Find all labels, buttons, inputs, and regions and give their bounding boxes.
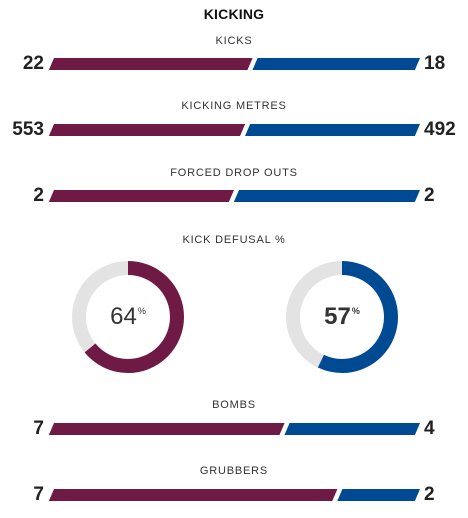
kicks-home-bar	[48, 58, 253, 70]
grubbers-away-bar	[337, 489, 420, 501]
away-defusal-value: 57%	[282, 257, 402, 377]
away-defusal-unit: %	[351, 306, 360, 316]
grubbers-label: GRUBBERS	[199, 465, 269, 477]
away-defusal-number: 57	[324, 303, 351, 330]
forced-drop-outs-away-bar	[233, 190, 420, 202]
bombs-row: 7 4	[0, 418, 468, 439]
kick-defusal-label: KICK DEFUSAL %	[182, 234, 286, 246]
kicking-metres-label: KICKING METRES	[181, 100, 287, 112]
forced-drop-outs-label: FORCED DROP OUTS	[170, 167, 298, 179]
kicking-metres-bars	[48, 124, 420, 136]
grubbers-bars	[48, 489, 420, 501]
kicks-bars	[48, 58, 420, 70]
home-defusal-ring	[72, 261, 184, 373]
home-defusal-number: 64	[110, 303, 137, 330]
bombs-home-bar	[48, 423, 285, 435]
kicking-metres-away-value: 492	[424, 119, 456, 140]
home-defusal-donut: 64%	[68, 257, 188, 377]
kicks-label: KICKS	[215, 35, 253, 47]
kicking-metres-home-bar	[48, 124, 246, 136]
forced-drop-outs-home-value: 2	[33, 185, 44, 206]
forced-drop-outs-home-bar	[48, 190, 234, 202]
away-defusal-donut: 57%	[282, 257, 402, 377]
kicking-metres-row: 553 492	[0, 119, 468, 140]
bombs-away-value: 4	[424, 418, 435, 439]
forced-drop-outs-away-value: 2	[424, 185, 435, 206]
grubbers-home-bar	[48, 489, 338, 501]
forced-drop-outs-bars	[48, 190, 420, 202]
grubbers-home-value: 7	[33, 484, 44, 505]
kicks-home-value: 22	[22, 53, 44, 74]
home-defusal-arc	[72, 261, 184, 373]
bombs-home-value: 7	[33, 418, 44, 439]
bombs-bars	[48, 423, 420, 435]
bombs-label: BOMBS	[212, 399, 256, 411]
kicks-away-value: 18	[424, 53, 446, 74]
grubbers-row: 7 2	[0, 484, 468, 505]
grubbers-away-value: 2	[424, 484, 435, 505]
bombs-away-bar	[284, 423, 420, 435]
kicks-away-bar	[252, 58, 420, 70]
kicking-metres-away-bar	[245, 124, 420, 136]
home-defusal-unit: %	[137, 306, 146, 316]
forced-drop-outs-row: 2 2	[0, 185, 468, 206]
home-defusal-value: 64%	[68, 257, 188, 377]
away-defusal-arc	[286, 261, 398, 373]
kicking-metres-home-value: 553	[12, 119, 44, 140]
kicks-row: 22 18	[0, 53, 468, 74]
section-title: KICKING	[203, 6, 265, 22]
away-defusal-ring	[286, 261, 398, 373]
